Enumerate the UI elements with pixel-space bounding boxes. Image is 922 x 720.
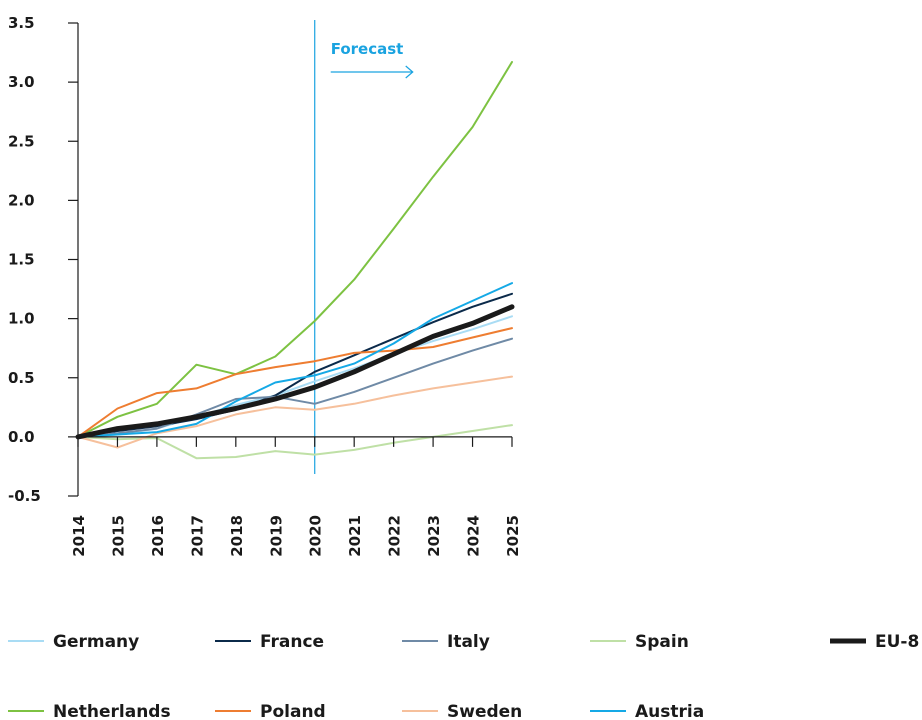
x-tick-label: 2023 (425, 515, 443, 557)
legend-label: France (260, 632, 324, 652)
x-tick-label: 2022 (386, 515, 404, 557)
y-tick-label: 3.0 (8, 73, 35, 91)
x-tick-label: 2020 (307, 515, 325, 557)
forecast-arrow-icon (330, 65, 414, 79)
y-tick-label: 1.5 (8, 251, 35, 269)
x-tick-label: 2019 (267, 515, 285, 557)
axes: -0.5 0.0 0.5 1.0 1.5 2.0 2.5 3.0 3.5 2014 2015 2016… (8, 14, 522, 557)
legend-item-austria: Austria (590, 702, 704, 720)
legend-item-netherlands: Netherlands (8, 702, 171, 720)
legend-label: Spain (635, 632, 689, 652)
forecast-label: Forecast (331, 40, 404, 58)
forecast-annotation: Forecast (314, 20, 414, 474)
legend-item-france: France (215, 632, 324, 652)
legend: Germany France Italy Spain EU-8 Netherlands Po… (8, 632, 919, 720)
x-tick-label: 2017 (188, 515, 206, 557)
series-lines (75, 61, 515, 460)
series-line-sweden (77, 375, 513, 449)
series-line-eu-8 (75, 304, 515, 440)
x-tick-label: 2014 (70, 515, 88, 557)
y-tick-label: 2.5 (8, 132, 35, 150)
x-tick-label: 2021 (346, 515, 364, 557)
series-line-austria (77, 282, 513, 438)
series-line-italy (77, 337, 513, 438)
legend-label: EU-8 (875, 632, 919, 652)
legend-item-sweden: Sweden (402, 702, 522, 720)
x-tick-label: 2018 (228, 515, 246, 557)
legend-label: Poland (260, 702, 326, 720)
y-tick-label: 0.5 (8, 369, 35, 387)
series-line-netherlands (77, 61, 513, 438)
y-tick-label: 0.0 (8, 428, 35, 446)
legend-item-eu-8: EU-8 (830, 632, 919, 652)
x-tick-label: 2015 (109, 515, 127, 557)
y-tick-label: 1.0 (8, 310, 35, 328)
legend-item-germany: Germany (8, 632, 139, 652)
y-tick-label: 2.0 (8, 191, 35, 209)
legend-item-spain: Spain (590, 632, 689, 652)
x-tick-label: 2025 (504, 515, 522, 557)
legend-label: Sweden (447, 702, 522, 720)
x-tick-label: 2016 (149, 515, 167, 557)
legend-label: Italy (447, 632, 490, 652)
legend-item-poland: Poland (215, 702, 326, 720)
legend-item-italy: Italy (402, 632, 490, 652)
y-tick-label: -0.5 (8, 487, 41, 505)
legend-label: Germany (53, 632, 139, 652)
y-tick-label: 3.5 (8, 14, 35, 32)
x-tick-label: 2024 (465, 515, 483, 557)
series-line-poland (77, 327, 513, 438)
series-line-france (77, 292, 513, 438)
series-line-spain (77, 424, 513, 460)
legend-label: Austria (635, 702, 704, 720)
legend-label: Netherlands (53, 702, 171, 720)
